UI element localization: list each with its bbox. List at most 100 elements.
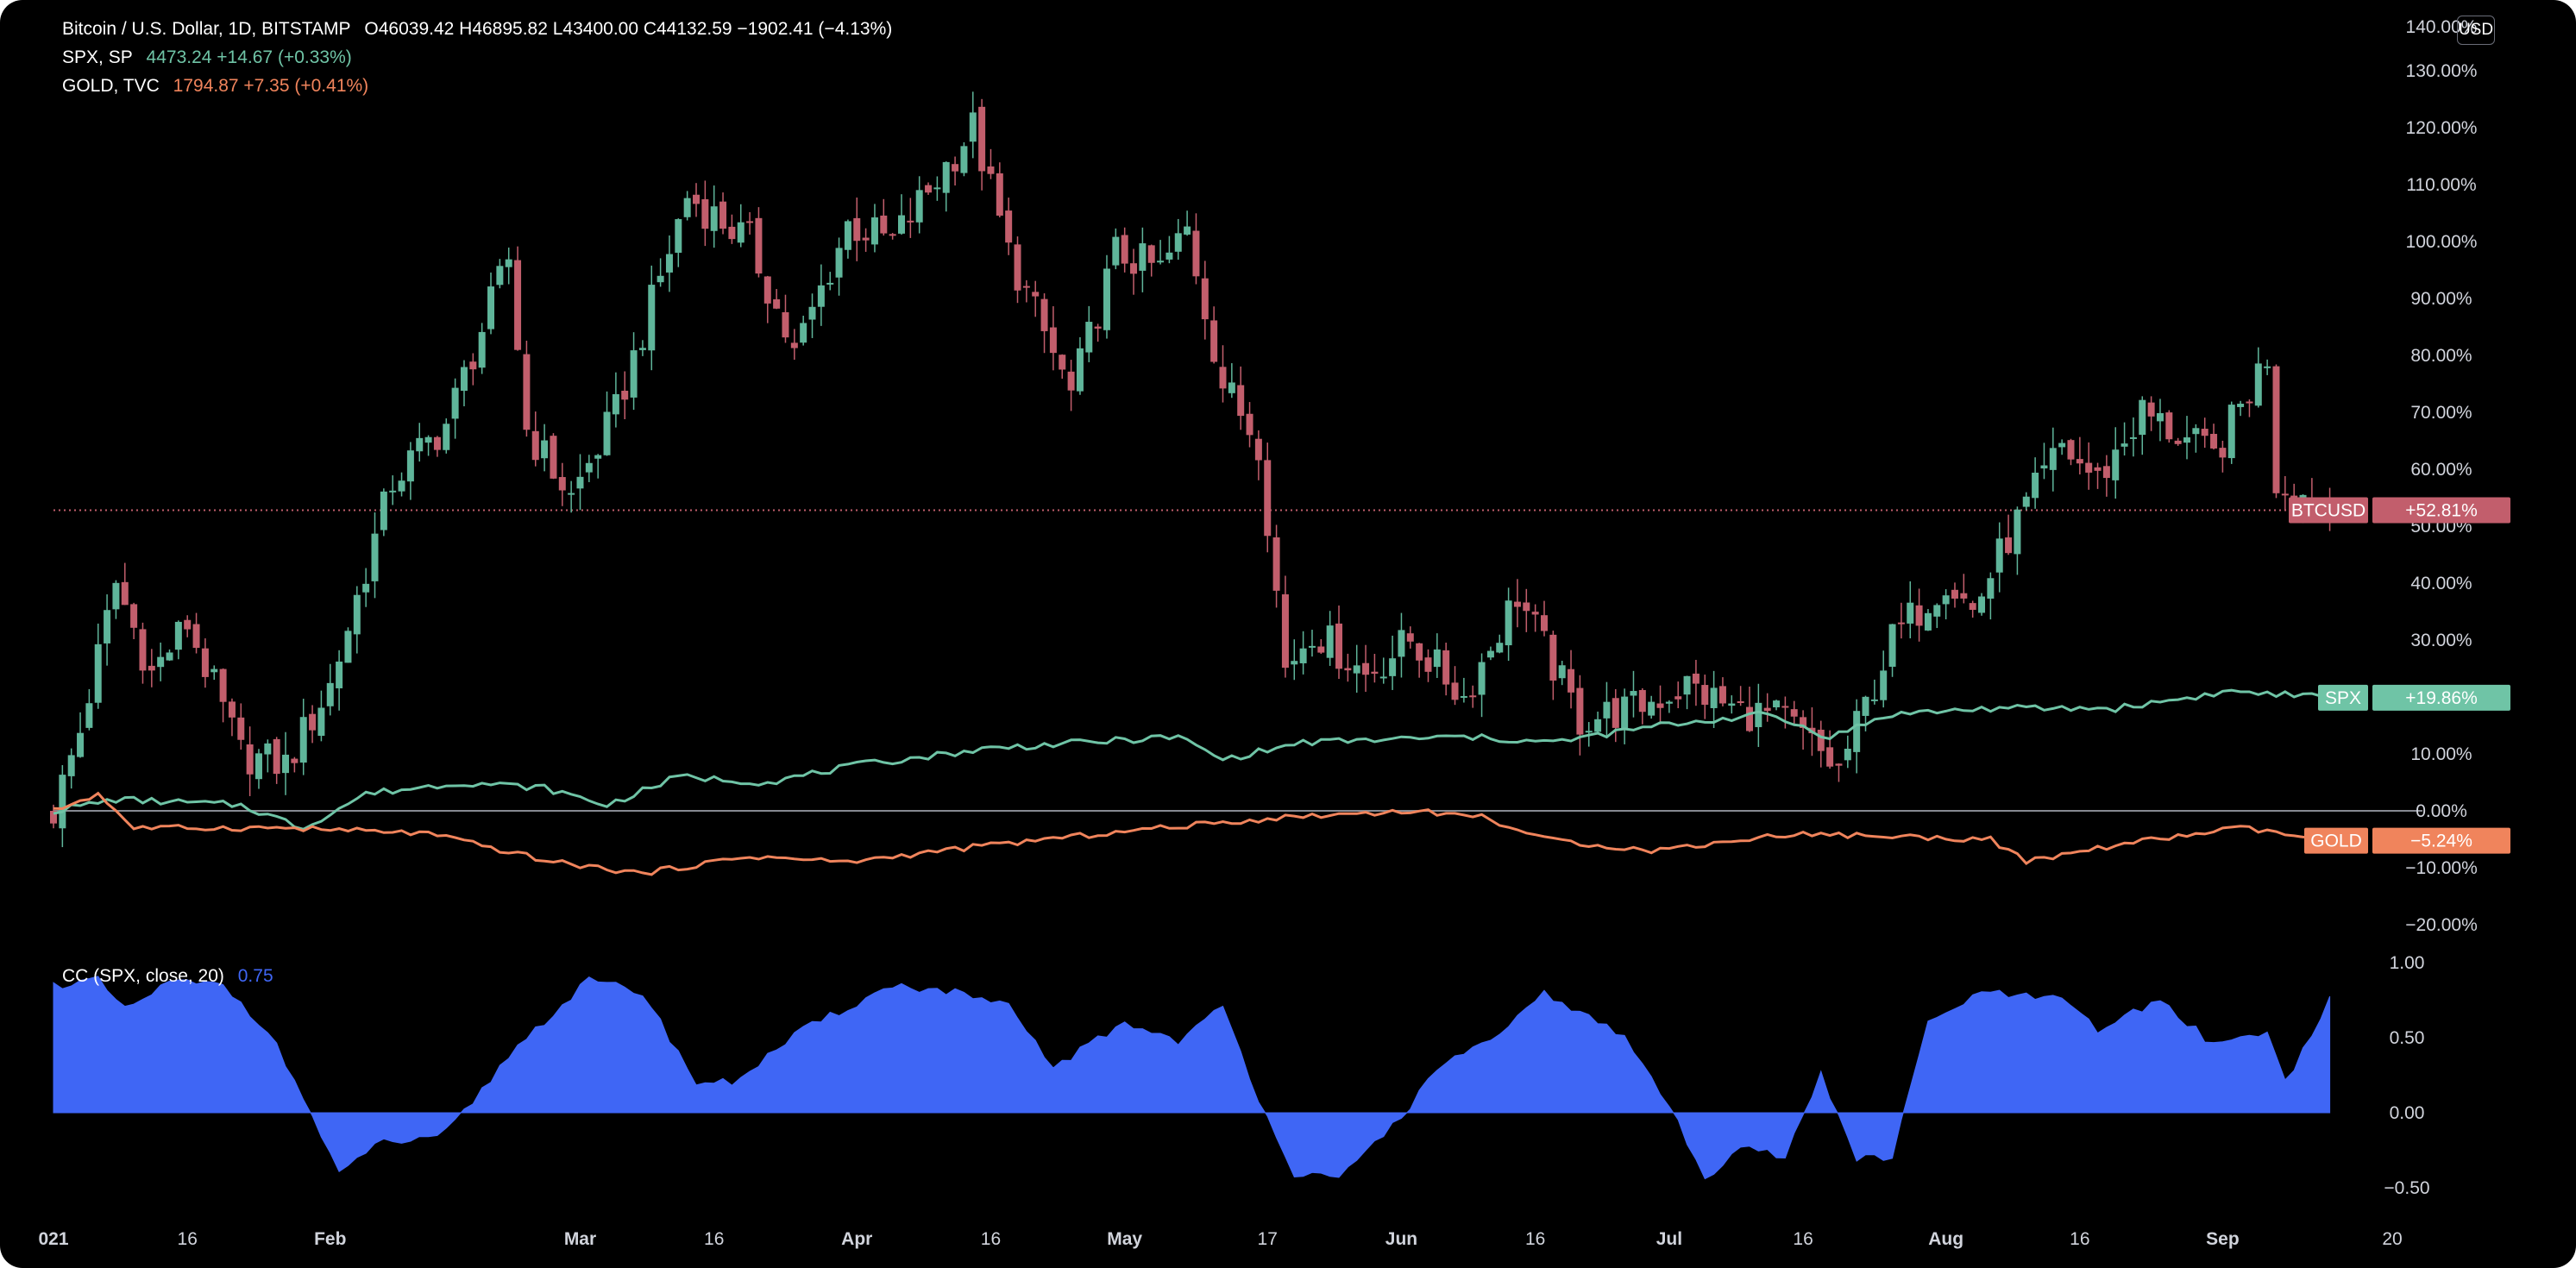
candle: [2227, 401, 2235, 464]
candle: [2102, 455, 2110, 497]
candle: [996, 162, 1003, 218]
candle-body: [299, 717, 307, 763]
cc-legend[interactable]: CC (SPX, close, 20) 0.75: [62, 966, 282, 987]
candle-body: [773, 299, 781, 309]
candle-body: [746, 221, 754, 223]
candle-body: [1094, 326, 1102, 329]
candle-body: [1826, 747, 1834, 767]
candle: [2112, 427, 2120, 499]
currency-button[interactable]: USD: [2457, 16, 2495, 45]
y-tick-label: 90.00%: [2410, 289, 2472, 309]
candle-body: [192, 624, 200, 649]
candle: [710, 185, 718, 248]
candle-body: [657, 275, 664, 283]
candle: [1353, 644, 1360, 694]
candle-body: [389, 490, 397, 493]
candle-body: [2094, 467, 2102, 471]
candle: [210, 665, 218, 681]
candle: [603, 391, 611, 456]
candle: [2219, 440, 2227, 473]
candle-body: [362, 583, 370, 593]
candle-body: [326, 682, 334, 706]
candle: [1523, 588, 1530, 632]
candle: [496, 259, 504, 289]
candle-body: [612, 393, 619, 415]
candle-body: [835, 248, 843, 278]
candle: [612, 372, 619, 428]
candle-body: [1371, 671, 1379, 675]
spx-legend[interactable]: SPX, SP 4473.24 +14.67 (+0.33%): [62, 47, 361, 68]
candle: [2237, 400, 2245, 417]
btcusd-badge-value: +52.81%: [2405, 500, 2478, 520]
candle-body: [1416, 643, 1423, 661]
gold-badge: GOLD −5.24%: [2304, 827, 2510, 854]
candle: [1005, 198, 1013, 255]
candle-body: [737, 222, 745, 243]
candle-body: [1728, 703, 1736, 706]
candle: [469, 353, 477, 386]
candle: [148, 649, 155, 687]
y-tick-label: 0.00%: [2416, 801, 2467, 821]
gold-legend[interactable]: GOLD, TVC 1794.87 +7.35 (+0.41%): [62, 76, 377, 97]
candle-body: [2049, 448, 2057, 470]
candle: [960, 141, 968, 177]
candle: [1665, 700, 1673, 713]
candle-body: [1505, 600, 1512, 646]
candle: [2058, 439, 2066, 455]
candle-body: [763, 276, 771, 304]
candle: [273, 737, 280, 784]
candle: [1915, 588, 1923, 642]
candle-body: [1237, 385, 1245, 417]
candle: [1612, 688, 1619, 743]
candle-body: [915, 190, 923, 223]
candle-body: [853, 217, 861, 242]
candle: [94, 623, 102, 709]
candle: [1192, 213, 1200, 285]
candle-body: [1317, 646, 1325, 653]
candle: [1406, 626, 1414, 649]
candle-body: [710, 206, 718, 231]
candle-body: [1870, 699, 1878, 701]
candle: [1745, 687, 1753, 732]
btc-legend[interactable]: Bitcoin / U.S. Dollar, 1D, BITSTAMP O460…: [62, 19, 901, 40]
candle: [85, 688, 93, 731]
candle-body: [496, 266, 504, 286]
candle-body: [2076, 459, 2083, 464]
candle: [1978, 593, 1986, 616]
candle-body: [1291, 661, 1298, 665]
candle: [1737, 686, 1744, 706]
gold-badge-value-bg: [2372, 827, 2510, 854]
btc-legend-ohlc: O46039.42 H46895.82 L43400.00 C44132.59 …: [364, 19, 893, 39]
candle-body: [1130, 263, 1138, 274]
candle: [1844, 735, 1851, 769]
y-tick-label: 60.00%: [2410, 460, 2472, 480]
candle-body: [1594, 719, 1602, 732]
candle: [1835, 763, 1843, 782]
candle: [1933, 603, 1941, 629]
x-tick-label: Sep: [2206, 1229, 2240, 1249]
candle-body: [433, 436, 441, 450]
candle-body: [2183, 437, 2191, 443]
candle-body: [487, 286, 495, 330]
candle-body: [291, 758, 298, 763]
candle: [808, 293, 816, 338]
candle-body: [683, 198, 691, 217]
candle-body: [1308, 645, 1316, 648]
candle-body: [942, 161, 950, 193]
candle-body: [693, 194, 701, 204]
y-tick-label: 80.00%: [2410, 346, 2472, 366]
candle-body: [2192, 428, 2200, 435]
candle: [737, 204, 745, 248]
x-tick-label: Jun: [1385, 1229, 1417, 1249]
candle-body: [309, 713, 317, 731]
candle-body: [1915, 605, 1923, 626]
candle-body: [862, 237, 870, 241]
candle-body: [1121, 235, 1128, 264]
candle-body: [1085, 322, 1093, 353]
y-tick-label: −20.00%: [2405, 915, 2478, 935]
x-tick-label: 16: [981, 1229, 1001, 1249]
candle-body: [1800, 717, 1807, 728]
candle: [558, 462, 566, 506]
candle-body: [585, 462, 593, 473]
